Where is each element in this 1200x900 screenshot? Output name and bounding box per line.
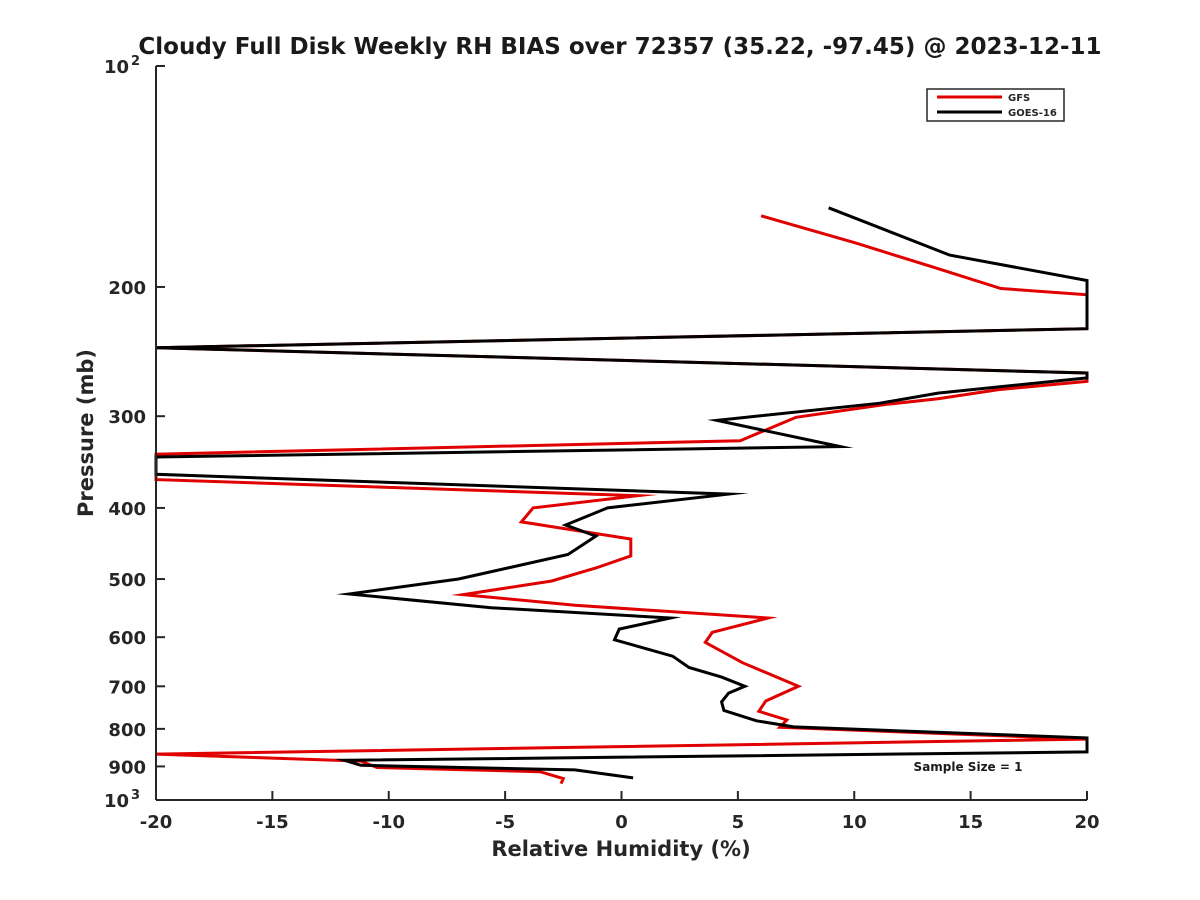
- x-tick-label: 10: [842, 812, 867, 833]
- series-line-goes-16: [154, 206, 1089, 780]
- x-tick-label: -10: [372, 812, 405, 833]
- y-tick-label: 300: [108, 407, 146, 428]
- y-tick-exponent: 2: [131, 54, 140, 69]
- legend-box: [926, 88, 1065, 122]
- plot-area: -20 -15 -10 -5 0 5 10 15 20 10 220030040050060070…: [104, 54, 1100, 833]
- y-tick-label: 400: [108, 499, 146, 520]
- x-tick-label: -5: [495, 812, 515, 833]
- y-tick-exponent: 3: [131, 788, 140, 803]
- y-tick-label: 900: [108, 757, 146, 778]
- x-axis-label: Relative Humidity (%): [491, 837, 750, 861]
- y-tick-label: 10: [104, 57, 129, 78]
- x-tick-label: -20: [140, 812, 173, 833]
- legend-entry-label: GFS: [1008, 93, 1030, 104]
- legend: GFS GOES-16: [926, 88, 1065, 122]
- y-tick-label: 600: [108, 628, 146, 649]
- x-tick-label: 5: [732, 812, 745, 833]
- sample-size-annotation: Sample Size = 1: [914, 760, 1023, 774]
- legend-entry-label: GOES-16: [1008, 108, 1057, 119]
- chart-title: Cloudy Full Disk Weekly RH BIAS over 723…: [138, 34, 1101, 60]
- y-tick-label: 700: [108, 677, 146, 698]
- x-tick-label: 20: [1074, 812, 1099, 833]
- y-tick-label: 800: [108, 720, 146, 741]
- x-tick-label: 0: [615, 812, 628, 833]
- y-tick-label: 200: [108, 278, 146, 299]
- y-tick-label: 10: [104, 791, 129, 812]
- x-ticks: -20 -15 -10 -5 0 5 10 15 20: [140, 791, 1100, 833]
- legend-items: GFS GOES-16: [937, 93, 1057, 119]
- x-tick-label: 15: [958, 812, 983, 833]
- y-tick-label: 500: [108, 570, 146, 591]
- x-tick-label: -15: [256, 812, 289, 833]
- series-layer: [154, 206, 1089, 785]
- y-axis-label: Pressure (mb): [74, 349, 98, 517]
